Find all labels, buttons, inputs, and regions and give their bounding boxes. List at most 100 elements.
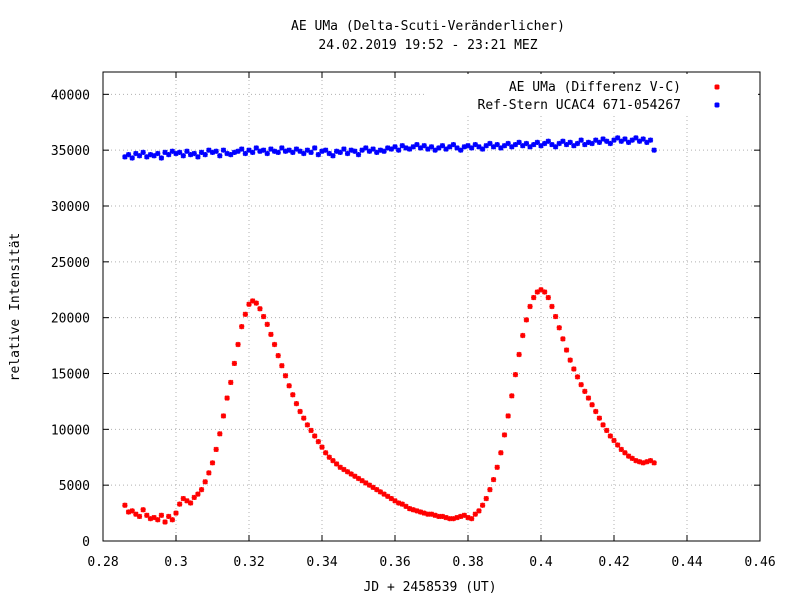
data-point <box>155 150 161 157</box>
data-point <box>231 149 238 156</box>
data-point <box>571 366 577 372</box>
data-point <box>381 491 387 497</box>
data-point <box>220 413 227 419</box>
data-point <box>563 141 570 148</box>
data-point <box>498 450 504 456</box>
legend-marker-series-2 <box>714 102 720 108</box>
x-tick-label: 0.34 <box>306 555 337 570</box>
data-point <box>129 508 135 514</box>
data-point <box>264 321 270 328</box>
data-point <box>286 147 292 153</box>
data-point <box>330 153 336 159</box>
data-point <box>538 287 544 293</box>
y-tick-label: 15000 <box>51 368 90 383</box>
data-point <box>173 510 179 516</box>
data-point <box>410 144 416 150</box>
data-point <box>523 140 530 147</box>
data-point <box>304 422 311 428</box>
data-point <box>585 395 592 401</box>
data-point <box>560 138 566 144</box>
data-point <box>582 141 588 148</box>
data-point <box>195 491 201 497</box>
data-point <box>542 289 548 295</box>
data-point <box>512 371 519 378</box>
data-point <box>498 145 504 151</box>
data-point <box>253 300 259 306</box>
data-point <box>275 149 281 156</box>
data-point <box>458 147 464 153</box>
data-point <box>231 360 238 367</box>
data-point <box>593 137 599 143</box>
data-point <box>162 519 168 525</box>
data-point <box>286 383 292 389</box>
data-point <box>312 433 318 439</box>
x-tick-label: 0.32 <box>233 555 264 570</box>
grid <box>103 72 760 541</box>
data-point <box>308 427 314 434</box>
data-point <box>239 146 245 152</box>
data-point <box>465 514 471 521</box>
data-point <box>607 433 613 439</box>
data-point <box>144 154 150 160</box>
data-point <box>454 145 460 151</box>
data-point <box>355 151 362 158</box>
data-point <box>147 516 154 522</box>
data-point <box>589 402 595 408</box>
data-point <box>622 136 628 142</box>
data-point <box>151 153 157 159</box>
data-point <box>615 135 621 141</box>
data-point <box>545 294 551 301</box>
y-tick-label: 35000 <box>51 144 90 159</box>
data-point <box>385 145 391 151</box>
data-point <box>560 336 566 342</box>
data-point <box>651 147 657 153</box>
data-point <box>417 145 424 151</box>
x-tick-label: 0.42 <box>598 555 629 570</box>
data-point <box>282 148 289 154</box>
data-point <box>647 457 654 464</box>
data-point <box>235 341 241 348</box>
data-point <box>388 495 394 502</box>
data-point <box>330 457 336 464</box>
data-point <box>447 144 453 150</box>
axes-ticks: 0.28 0.3 0.32 0.34 0.36 0.38 0.4 0.42 0.44 0.46 0 5… <box>51 72 776 570</box>
data-point <box>443 514 449 521</box>
data-point <box>184 498 190 504</box>
data-point <box>246 301 252 307</box>
y-tick-label: 5000 <box>59 479 90 494</box>
data-point <box>439 143 446 149</box>
data-point <box>268 331 274 338</box>
data-point <box>585 139 592 145</box>
series-layer <box>122 135 657 525</box>
data-point <box>352 148 358 154</box>
data-point <box>432 147 438 153</box>
data-point <box>370 484 376 491</box>
data-point <box>326 150 332 157</box>
data-point <box>191 494 197 501</box>
data-point <box>319 148 325 154</box>
data-point <box>538 143 544 149</box>
data-point <box>366 148 373 154</box>
data-point <box>279 363 285 369</box>
data-point <box>217 431 223 437</box>
data-point <box>636 459 643 465</box>
data-point <box>636 138 643 144</box>
data-point <box>257 306 263 312</box>
data-point <box>195 154 201 160</box>
data-point <box>209 149 216 156</box>
data-point <box>323 450 329 456</box>
y-tick-label: 10000 <box>51 423 90 438</box>
data-point <box>363 145 369 151</box>
data-point <box>450 141 457 148</box>
chart-title: AE UMa (Delta-Scuti-Veränderlicher) <box>291 19 565 34</box>
data-point <box>611 137 617 143</box>
legend: AE UMa (Differenz V-C) Ref-Stern UCAC4 6… <box>425 74 758 116</box>
data-point <box>202 479 208 485</box>
data-point <box>439 513 446 520</box>
y-tick-label: 25000 <box>51 256 90 271</box>
data-point <box>228 379 234 386</box>
data-point <box>622 450 628 456</box>
data-point <box>512 141 519 148</box>
data-point <box>140 507 146 513</box>
